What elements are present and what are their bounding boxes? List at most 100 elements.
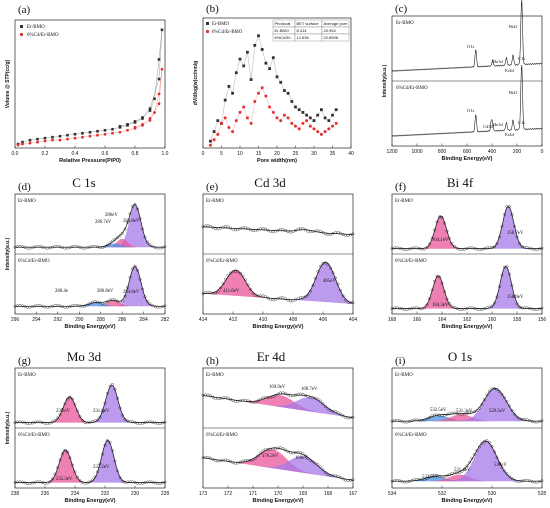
x-tick-label-c: 1200 <box>386 149 397 155</box>
raw-data-point-d <box>158 305 162 309</box>
panel-label-i: (i) <box>395 355 406 367</box>
raw-data-point-e <box>319 229 322 233</box>
raw-data-point-h <box>341 477 345 481</box>
raw-data-point-g <box>71 463 74 467</box>
raw-data-point-f <box>490 304 494 308</box>
raw-data-point-e <box>274 229 277 233</box>
raw-data-point-e <box>264 227 267 231</box>
raw-data-point-i <box>540 479 544 483</box>
raw-data-point-g <box>66 397 69 401</box>
raw-data-point-g <box>81 481 84 485</box>
raw-data-point-e <box>276 228 280 232</box>
raw-data-point-h <box>271 447 275 451</box>
raw-data-point-g <box>56 416 59 420</box>
raw-data-point-f <box>530 307 534 311</box>
peak-label-g: 235.3eV <box>56 477 73 482</box>
sample-label-top-h: Er-BMO <box>206 373 224 378</box>
fit-envelope-i <box>392 440 542 482</box>
raw-data-point-f <box>538 247 541 251</box>
raw-data-point-d <box>118 300 122 304</box>
peak-label-i: 532.7eV <box>422 475 439 480</box>
table-cell-text: Er-BMO <box>275 28 289 33</box>
raw-data-point-e <box>269 297 272 301</box>
sample-label-top-i: Er-BMO <box>395 373 413 378</box>
raw-data-point-e <box>279 228 282 231</box>
raw-data-point-d <box>93 244 97 248</box>
x-tick-label-a: 1.0 <box>162 151 169 157</box>
raw-data-point-d <box>96 300 99 304</box>
raw-data-point-f <box>483 247 486 251</box>
raw-data-point-e <box>201 225 205 229</box>
raw-data-point-i <box>538 480 541 483</box>
raw-data-point-e <box>241 226 245 230</box>
raw-data-point-i <box>400 480 404 483</box>
raw-data-point-g <box>121 479 124 483</box>
raw-data-point-e <box>324 261 327 265</box>
raw-data-point-g <box>91 420 94 423</box>
raw-data-point-e <box>316 229 320 233</box>
x-tick-label-c: 1000 <box>411 149 422 155</box>
fit-component-d <box>15 302 165 307</box>
raw-data-point-e <box>351 232 355 236</box>
panel-label-c: (c) <box>395 3 408 15</box>
raw-data-point-h <box>259 451 262 455</box>
peak-label-d: 286.8eV <box>97 289 114 294</box>
fit-component-i <box>392 441 542 482</box>
raw-data-point-h <box>256 399 260 403</box>
raw-data-point-g <box>23 421 27 425</box>
raw-data-point-f <box>493 301 496 305</box>
raw-data-point-h <box>286 450 290 454</box>
raw-data-point-g <box>103 443 107 447</box>
raw-data-point-g <box>161 481 164 485</box>
raw-data-point-f <box>485 306 489 310</box>
fit-envelope-f <box>391 205 542 250</box>
fit-component-h <box>203 449 353 481</box>
raw-data-point-e <box>311 283 315 287</box>
raw-data-point-i <box>390 479 394 483</box>
table-cell-text: 6%Cd/Er- <box>275 35 293 40</box>
raw-data-point-f <box>405 308 409 311</box>
fit-envelope-g <box>15 384 165 423</box>
raw-data-point-h <box>259 397 262 401</box>
fit-component-i <box>392 415 542 422</box>
x-axis-label-e: Binding Energy(eV) <box>252 324 303 330</box>
sample-label-top-f: Er-BMO <box>395 199 413 204</box>
x-tick-label-f: 156 <box>538 317 547 323</box>
raw-data-point-e <box>296 297 300 300</box>
peak-label-e: 411.6eV <box>223 289 240 294</box>
raw-data-point-f <box>430 236 434 240</box>
raw-data-point-i <box>498 461 501 465</box>
raw-data-point-h <box>211 458 215 461</box>
x-tick-label-h: 173 <box>199 491 208 497</box>
peak-label-i: 531.4eV <box>454 468 471 473</box>
raw-data-point-d <box>151 303 154 307</box>
raw-data-point-h <box>316 397 320 401</box>
raw-data-point-e <box>301 295 305 299</box>
raw-data-point-f <box>405 248 409 251</box>
raw-data-point-i <box>400 420 404 423</box>
raw-data-point-h <box>301 452 305 456</box>
raw-data-point-g <box>73 470 77 474</box>
raw-data-point-e <box>251 291 255 295</box>
peak-label-d: 286eV <box>105 213 118 218</box>
raw-data-point-g <box>93 475 97 479</box>
x-tick-label-h: 171 <box>249 491 258 497</box>
series-line-a-1 <box>17 69 163 146</box>
raw-data-point-d <box>148 302 152 306</box>
raw-data-point-e <box>294 229 297 232</box>
raw-data-point-g <box>88 420 92 424</box>
raw-data-point-h <box>306 395 310 399</box>
x-tick-label-h: 167 <box>349 491 358 497</box>
raw-data-point-i <box>478 406 481 410</box>
raw-data-point-f <box>535 308 539 311</box>
peak-label-g: 231.9eV <box>93 409 110 414</box>
sample-label-bottom-g: 6%Cd/Er-BMO <box>18 433 50 438</box>
raw-data-point-d <box>23 305 27 308</box>
raw-data-point-d <box>151 244 154 248</box>
raw-data-point-f <box>538 307 541 311</box>
x-tick-label-g: 230 <box>131 491 140 497</box>
survey-line-bottom <box>392 64 543 137</box>
raw-data-point-g <box>21 420 24 424</box>
raw-data-point-f <box>465 307 469 310</box>
raw-data-point-e <box>331 232 335 235</box>
